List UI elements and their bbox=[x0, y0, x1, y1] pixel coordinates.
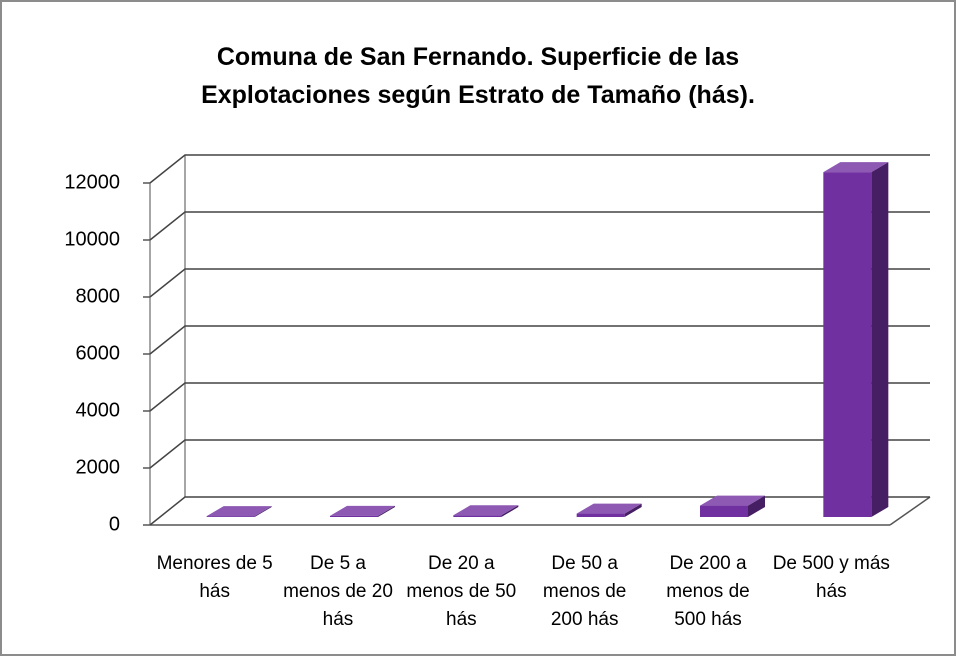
bar-top bbox=[700, 495, 765, 506]
bar bbox=[823, 172, 872, 517]
grid-line bbox=[149, 154, 930, 184]
x-tick-label: De 20 a menos de 50 hás bbox=[406, 553, 517, 630]
bar-side bbox=[871, 162, 889, 517]
bar-side bbox=[748, 495, 765, 517]
bar-top bbox=[823, 162, 889, 173]
bar-top bbox=[330, 505, 395, 516]
y-tick-label: 0 bbox=[109, 513, 120, 535]
x-tick-label: De 200 a menos de 500 hás bbox=[666, 553, 750, 630]
y-tick-label: 10000 bbox=[64, 228, 120, 250]
x-tick-label: De 5 a menos de 20 hás bbox=[283, 553, 393, 630]
bar bbox=[700, 505, 748, 517]
bar-side bbox=[254, 506, 272, 517]
bar-top bbox=[453, 505, 519, 516]
bar bbox=[576, 513, 625, 517]
grid-line bbox=[149, 268, 930, 298]
chart-title: Comuna de San Fernando. Superficie de la… bbox=[201, 43, 755, 109]
y-tick-label: 8000 bbox=[76, 285, 121, 307]
floor-right bbox=[889, 496, 931, 526]
bar bbox=[206, 516, 255, 517]
y-tick-label: 4000 bbox=[76, 399, 121, 421]
x-tick-label: Menores de 5 hás bbox=[156, 553, 273, 602]
y-tick-label: 6000 bbox=[76, 342, 121, 364]
x-tick-label: De 500 y más hás bbox=[772, 553, 890, 602]
bar-side bbox=[378, 505, 395, 517]
bar-side bbox=[501, 505, 519, 517]
y-tick-label: 12000 bbox=[64, 171, 120, 193]
grid-line bbox=[149, 496, 930, 526]
x-tick-label: De 50 a menos de 200 hás bbox=[542, 553, 627, 630]
grid-line bbox=[149, 325, 930, 355]
grid-line bbox=[149, 211, 930, 241]
grid-line bbox=[149, 439, 930, 469]
grid-line bbox=[149, 382, 930, 412]
bar-top bbox=[206, 506, 272, 517]
bar-side bbox=[624, 503, 642, 517]
bar bbox=[453, 515, 502, 517]
bar-top bbox=[576, 503, 642, 514]
y-tick-label: 2000 bbox=[76, 456, 121, 478]
bar bbox=[330, 515, 378, 517]
